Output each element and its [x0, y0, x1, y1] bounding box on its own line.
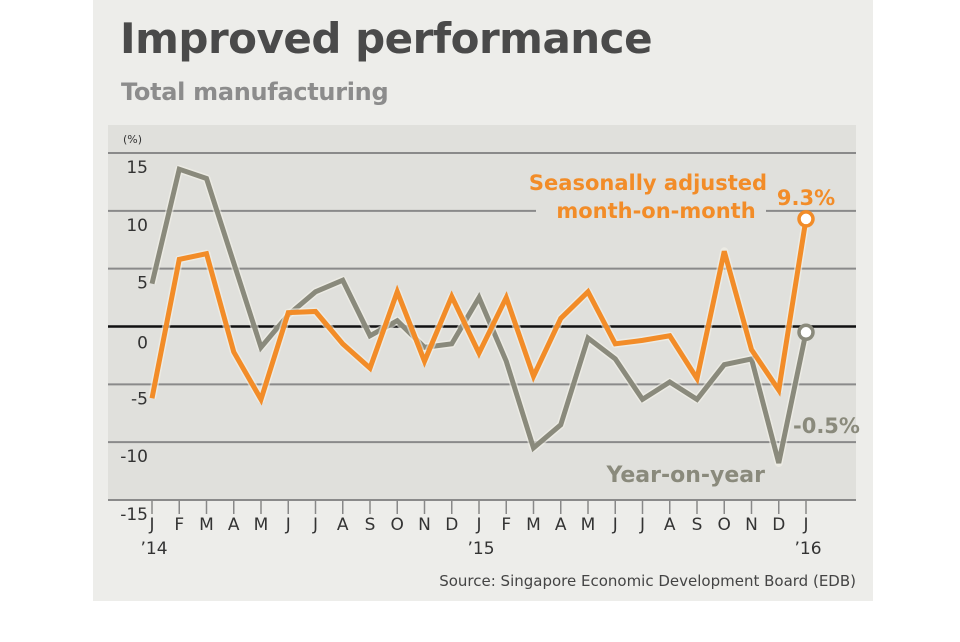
- x-tick-label: J: [285, 515, 291, 535]
- x-tick-label: J: [802, 515, 808, 535]
- x-axis: J F M A M J J A S O N D J F M A M J J A S O N D J’14’15’16: [140, 500, 822, 559]
- y-tick-label: -5: [131, 389, 148, 409]
- x-tick-label: M: [526, 515, 541, 535]
- x-tick-label: J: [148, 515, 154, 535]
- x-tick-label: J: [475, 515, 481, 535]
- y-tick-label: 10: [126, 216, 148, 236]
- chart-title: Improved performance: [120, 14, 653, 63]
- mom-series-label-line2: month-on-month: [556, 199, 755, 223]
- mom-end-value: 9.3%: [777, 186, 835, 210]
- x-tick-label: N: [745, 515, 758, 535]
- mom-line: [149, 218, 809, 406]
- yoy-line: [149, 165, 809, 464]
- x-tick-label: A: [555, 515, 567, 535]
- x-tick-label: M: [581, 515, 596, 535]
- x-year-label: ’16: [794, 539, 821, 559]
- y-tick-label: -15: [120, 505, 148, 525]
- series-lines: [148, 165, 815, 467]
- x-tick-label: S: [365, 515, 376, 535]
- y-tick-label: 15: [126, 158, 148, 178]
- y-axis-ticks: 15 10 5 0 -5 -10 -15: [120, 158, 148, 525]
- yoy-end-marker: [797, 323, 815, 342]
- source-note: Source: Singapore Economic Development B…: [439, 572, 856, 590]
- y-tick-label: -10: [120, 447, 148, 467]
- x-tick-label: A: [664, 515, 676, 535]
- mom-end-marker: [797, 210, 815, 228]
- x-year-label: ’14: [140, 539, 167, 559]
- yoy-end-value: -0.5%: [793, 414, 860, 438]
- label-mask: [536, 202, 766, 222]
- x-tick-label: A: [228, 515, 240, 535]
- x-tick-label: D: [445, 515, 458, 535]
- y-tick-label: 5: [137, 274, 148, 294]
- x-year-label: ’15: [467, 539, 494, 559]
- x-tick-label: M: [254, 515, 269, 535]
- x-tick-label: F: [501, 515, 511, 535]
- chart-subtitle: Total manufacturing: [121, 78, 389, 106]
- x-tick-label: M: [199, 515, 214, 535]
- x-tick-label: N: [418, 515, 431, 535]
- y-tick-label: 0: [137, 334, 148, 354]
- x-tick-label: S: [692, 515, 703, 535]
- x-tick-label: F: [174, 515, 184, 535]
- x-tick-label: J: [612, 515, 618, 535]
- yoy-series-label: Year-on-year: [605, 463, 765, 488]
- x-tick-label: J: [639, 515, 645, 535]
- x-tick-label: A: [337, 515, 349, 535]
- y-axis-unit-label: (%): [123, 133, 142, 146]
- x-tick-label: D: [772, 515, 785, 535]
- series-labels: Seasonally adjusted month-on-month 9.3% -0.…: [529, 171, 860, 488]
- x-tick-label: J: [312, 515, 318, 535]
- x-tick-label: O: [718, 515, 731, 535]
- x-tick-label: O: [391, 515, 404, 535]
- mom-series-label-line1: Seasonally adjusted: [529, 171, 767, 195]
